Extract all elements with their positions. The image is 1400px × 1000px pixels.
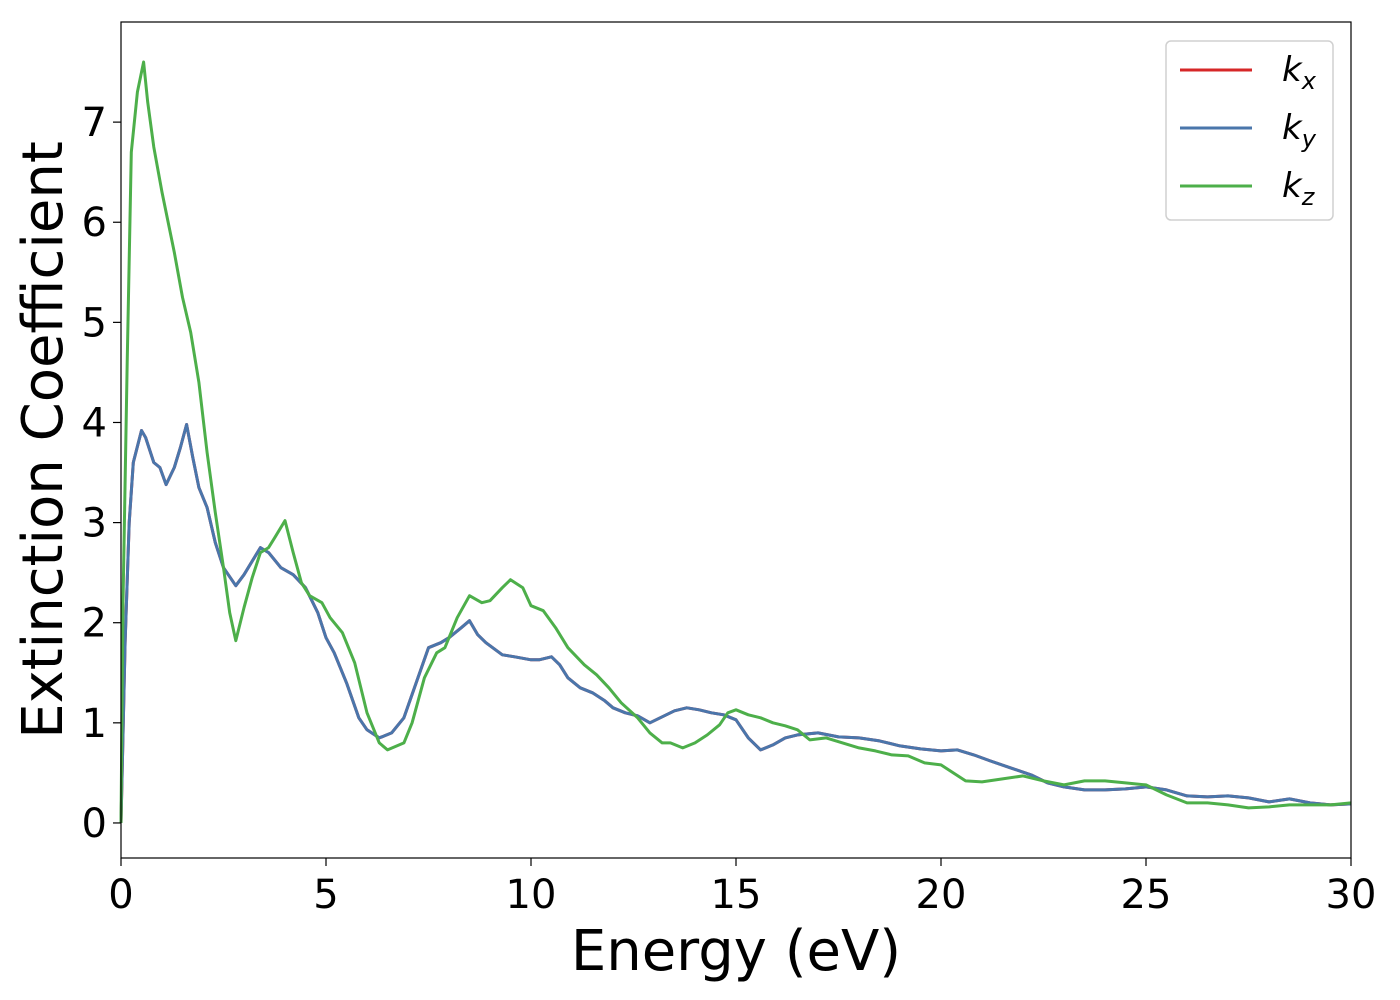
x-tick-label: 5 — [313, 872, 338, 918]
y-axis-title: Extinction Coefficient — [11, 141, 76, 739]
series-line-kx — [119, 423, 1352, 824]
x-tick-label: 30 — [1326, 872, 1377, 918]
x-tick-label: 15 — [711, 872, 762, 918]
legend-label: ky — [1282, 108, 1317, 153]
y-tick-label: 7 — [82, 100, 107, 146]
x-tick-label: 10 — [506, 872, 557, 918]
y-axis: 0 1 2 3 4 5 6 7 — [82, 100, 121, 847]
y-tick-label: 4 — [82, 400, 107, 446]
y-tick-label: 0 — [82, 801, 107, 847]
legend-box — [1165, 40, 1334, 221]
x-tick-label: 0 — [108, 872, 133, 918]
series-line-kz — [119, 60, 1352, 824]
x-axis-title: Energy (eV) — [571, 919, 901, 984]
y-tick-label: 3 — [82, 501, 107, 547]
legend: kx ky kz — [1165, 40, 1334, 221]
legend-label: kz — [1282, 166, 1316, 211]
x-tick-label: 25 — [1121, 872, 1172, 918]
y-tick-label: 6 — [82, 200, 107, 246]
legend-label: kx — [1282, 50, 1317, 95]
y-tick-label: 5 — [82, 300, 107, 346]
y-tick-label: 2 — [82, 601, 107, 647]
series-line-ky — [119, 423, 1352, 824]
x-axis: 0 5 10 15 20 25 30 — [108, 858, 1376, 918]
series-layer — [119, 60, 1352, 824]
y-tick-label: 1 — [82, 701, 107, 747]
x-tick-label: 20 — [916, 872, 967, 918]
